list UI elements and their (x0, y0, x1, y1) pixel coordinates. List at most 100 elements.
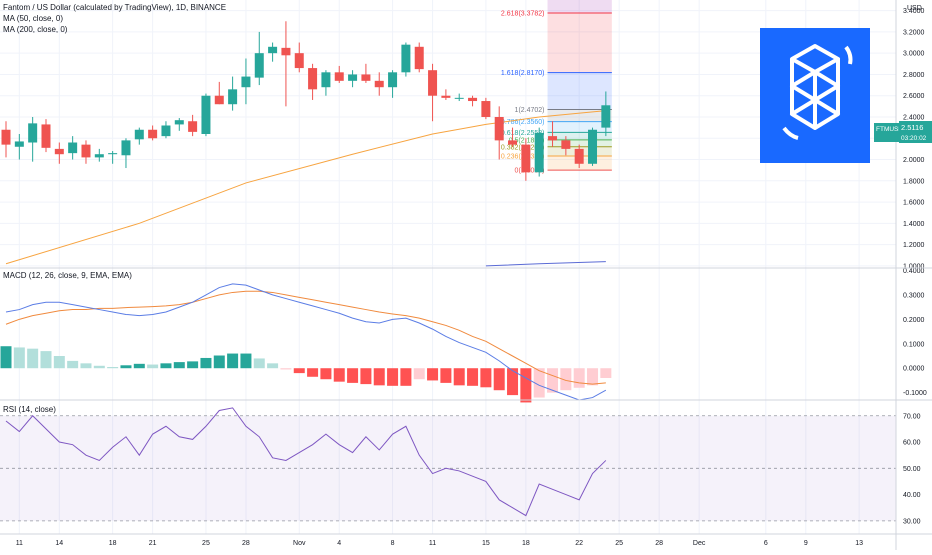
candle-body (254, 53, 264, 78)
candle-body (388, 72, 398, 88)
ma50-line (5, 110, 606, 265)
fib-level-label: 0.5(2.1850) (509, 137, 545, 144)
x-tick-label: 9 (804, 540, 808, 547)
macd-histogram-bar (453, 368, 465, 386)
price-tick-label: 2.6000 (903, 93, 925, 100)
fib-zone (547, 139, 612, 147)
candle-body (68, 142, 78, 154)
macd-histogram-bar (533, 368, 545, 398)
candle-body (441, 95, 451, 98)
macd-histogram-bar (213, 355, 225, 369)
ma200-line (485, 261, 606, 267)
macd-histogram-bar (387, 368, 399, 386)
macd-tick-label: 0.2000 (903, 317, 925, 324)
fib-level-label: 1.618(2.8170) (501, 70, 545, 77)
fantom-logo-icon (760, 28, 870, 163)
macd-histogram-bar (507, 368, 519, 396)
currency-label: USD (907, 5, 922, 12)
candle-body (561, 140, 571, 149)
fib-level-label: 1(2.4702) (515, 107, 545, 114)
x-tick-label: Nov (293, 540, 306, 547)
fib-zone (547, 121, 612, 133)
candle-body (41, 124, 51, 148)
x-tick-label: 14 (55, 540, 63, 547)
x-tick-label: 25 (202, 540, 210, 547)
candle-body (268, 46, 278, 54)
rsi-tick-label: 60.00 (903, 440, 921, 447)
macd-histogram-bar (573, 368, 585, 388)
macd-histogram-bar (0, 346, 12, 369)
macd-histogram-bar (173, 362, 185, 369)
candle-body (308, 68, 318, 90)
candle-body (14, 141, 24, 147)
candle-body (574, 148, 584, 164)
candle-body (428, 70, 438, 96)
x-tick-label: 8 (391, 540, 395, 547)
candle-body (174, 120, 184, 125)
candle-body (334, 72, 344, 81)
x-tick-label: 11 (16, 540, 23, 547)
price-tick-label: 2.0000 (903, 157, 925, 164)
macd-histogram-bar (373, 368, 385, 386)
rsi-legend: RSI (14, close) (3, 405, 56, 414)
price-tag-countdown: 03:20:02 (901, 135, 927, 142)
x-tick-label: 18 (109, 540, 117, 547)
candle-body (121, 140, 131, 156)
price-tick-label: 1.0000 (903, 263, 925, 270)
price-tick-label: 2.8000 (903, 72, 925, 79)
macd-histogram-bar (120, 365, 132, 369)
candle-body (534, 132, 544, 173)
rsi-tick-label: 70.00 (903, 413, 921, 420)
candle-body (401, 44, 411, 73)
fib-zone (547, 72, 612, 110)
x-tick-label: 25 (615, 540, 623, 547)
rsi-line (5, 407, 607, 517)
macd-histogram-bar (267, 363, 279, 369)
macd-histogram-bar (360, 368, 372, 385)
macd-histogram-bar (293, 368, 305, 374)
candle-body (94, 154, 104, 158)
price-tick-label: 1.4000 (903, 221, 925, 228)
price-tick-label: 1.2000 (903, 242, 925, 249)
rsi-tick-label: 30.00 (903, 518, 921, 525)
x-tick-label: 15 (482, 540, 490, 547)
x-tick-label: 28 (655, 540, 663, 547)
ma50-legend: MA (50, close, 0) (3, 14, 63, 23)
price-tag-symbol: FTMUSD (876, 126, 903, 133)
candle-body (188, 121, 198, 132)
macd-tick-label: 0.1000 (903, 341, 925, 348)
candle-body (454, 97, 464, 99)
macd-histogram-bar (13, 347, 25, 369)
candle-body (294, 53, 304, 69)
price-tick-label: 1.8000 (903, 178, 925, 185)
macd-histogram-bar (467, 368, 479, 386)
macd-histogram-bar (547, 368, 559, 393)
price-tick-label: 2.4000 (903, 114, 925, 121)
macd-tick-label: 0.3000 (903, 292, 925, 299)
price-tick-label: 3.2000 (903, 29, 925, 36)
candle-body (214, 95, 224, 105)
macd-histogram-bar (53, 356, 65, 369)
macd-histogram-bar (440, 368, 452, 383)
macd-histogram-bar (600, 368, 612, 378)
macd-legend: MACD (12, 26, close, 9, EMA, EMA) (3, 271, 132, 280)
macd-histogram-bar (40, 351, 52, 369)
macd-histogram-bar (93, 365, 105, 369)
candle-body (348, 74, 358, 81)
x-tick-label: 11 (429, 540, 436, 547)
candle-body (361, 74, 371, 81)
candle-body (148, 129, 158, 139)
macd-histogram-bar (147, 364, 159, 369)
macd-histogram-bar (187, 361, 199, 369)
macd-histogram-bar (200, 357, 212, 369)
candle-body (374, 80, 384, 88)
macd-tick-label: -0.1000 (903, 390, 927, 397)
candle-body (601, 105, 611, 128)
macd-tick-label: 0.0000 (903, 366, 925, 373)
x-tick-label: 4 (337, 540, 341, 547)
macd-histogram-bar (320, 368, 332, 380)
macd-histogram-bar (240, 353, 252, 369)
candle-body (161, 125, 171, 137)
macd-histogram-bar (347, 368, 359, 383)
